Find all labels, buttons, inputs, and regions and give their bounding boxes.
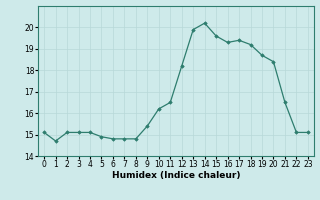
X-axis label: Humidex (Indice chaleur): Humidex (Indice chaleur) [112,171,240,180]
